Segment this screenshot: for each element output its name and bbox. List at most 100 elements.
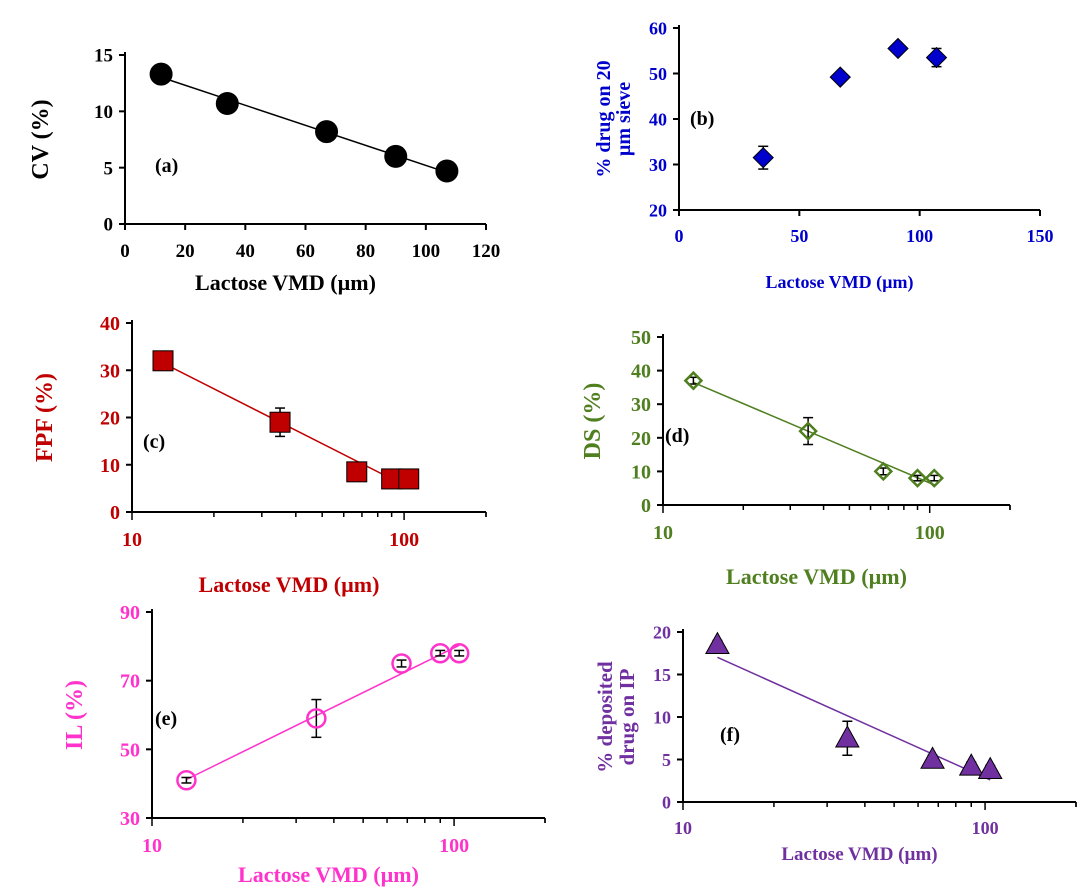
y-axis-label-line: % deposited: [593, 661, 617, 773]
x-tick-label: 60: [296, 241, 315, 262]
data-point: [435, 159, 459, 183]
y-tick-label: 10: [653, 707, 671, 727]
y-tick-label: 15: [653, 665, 671, 685]
data-point: [683, 370, 704, 391]
data-point: [907, 468, 928, 488]
y-tick-label: 20: [100, 408, 120, 430]
y-axis-label: CV (%): [28, 99, 54, 179]
y-tick-label: 60: [649, 18, 667, 38]
x-tick-label: 10: [674, 818, 692, 838]
y-tick-label: 10: [94, 102, 113, 123]
panel-label: (a): [155, 155, 178, 177]
x-tick-label: 100: [389, 529, 419, 551]
x-tick-label: 0: [120, 241, 130, 262]
x-tick-label: 80: [356, 241, 375, 262]
y-axis-label: DS (%): [580, 383, 606, 460]
y-tick-label: 0: [641, 495, 651, 517]
data-point: [346, 461, 368, 483]
data-point: [887, 37, 909, 60]
y-tick-label: 10: [631, 461, 651, 483]
data-point: [798, 421, 818, 441]
y-tick-label: 5: [104, 158, 114, 179]
y-axis-label-line: µm sieve: [613, 82, 635, 156]
x-tick-label: 120: [472, 241, 501, 262]
y-tick-label: 40: [649, 109, 667, 129]
data-point: [920, 746, 945, 769]
data-point: [429, 642, 451, 664]
data-point: [977, 756, 1003, 779]
data-point: [176, 769, 197, 791]
data-point: [398, 468, 420, 490]
y-tick-label: 30: [649, 155, 667, 175]
x-tick-label: 150: [1027, 226, 1054, 246]
y-tick-label: 50: [120, 739, 140, 761]
y-axis-label-line: drug on IP: [615, 668, 639, 765]
x-axis-label: Lactose VMD (µm): [238, 862, 419, 887]
data-point: [705, 631, 730, 655]
data-point: [306, 708, 327, 729]
data-point: [269, 411, 291, 433]
chart-panel-b: 20 30 40 50 60 0 50 100 150 (b) Lactose VMD (µm) % …: [593, 18, 1054, 293]
chart-panel-a: 0 5 10 15 0 20 40 60 80 100 120 (a) Lactose VMD (µm)…: [28, 46, 500, 295]
x-tick-label: 10: [653, 522, 673, 544]
y-tick-label: 0: [662, 792, 671, 812]
chart-panel-e: 30 50 70 90 10 100 (e) Lactose VMD (µm) IL (%): [62, 602, 546, 887]
y-tick-label: 0: [104, 215, 114, 236]
y-tick-label: 10: [100, 455, 120, 477]
x-tick-label: 40: [236, 241, 255, 262]
data-point: [384, 144, 408, 168]
data-point: [215, 91, 239, 115]
x-tick-label: 100: [972, 818, 999, 838]
x-tick-label: 10: [142, 835, 162, 857]
x-tick-label: 20: [176, 241, 195, 262]
y-tick-label: 5: [662, 750, 671, 770]
y-tick-label: 20: [649, 200, 667, 220]
data-point: [873, 461, 894, 482]
panel-label: (c): [143, 431, 165, 453]
data-point: [924, 468, 945, 488]
y-tick-label: 30: [631, 394, 651, 416]
x-tick-label: 100: [915, 522, 945, 544]
data-point: [152, 350, 174, 372]
y-tick-label: 70: [120, 671, 140, 693]
panel-label: (f): [720, 724, 740, 746]
data-point: [391, 653, 412, 674]
y-tick-label: 20: [631, 428, 651, 450]
y-tick-label: 20: [653, 622, 671, 642]
x-tick-label: 100: [906, 226, 933, 246]
data-point: [448, 642, 470, 664]
x-tick-label: 10: [122, 529, 142, 551]
x-axis-label: Lactose VMD (µm): [766, 272, 914, 293]
x-tick-label: 100: [412, 241, 441, 262]
panel-label: (d): [665, 425, 689, 447]
data-point: [829, 66, 851, 88]
data-point: [925, 46, 948, 69]
data-point: [315, 120, 339, 144]
y-tick-label: 40: [631, 361, 651, 383]
x-axis-label: Lactose VMD (µm): [726, 564, 907, 589]
trend-line: [717, 656, 991, 781]
y-tick-label: 15: [94, 46, 113, 67]
x-tick-label: 100: [439, 835, 469, 857]
panel-label: (b): [690, 108, 714, 130]
y-tick-label: 0: [110, 502, 120, 524]
y-tick-label: 40: [100, 313, 120, 335]
data-point: [834, 725, 860, 748]
y-axis-label-line: % drug on 20: [593, 60, 615, 177]
x-tick-label: 0: [675, 226, 684, 246]
x-axis-label: Lactose VMD (µm): [199, 572, 380, 597]
x-tick-label: 50: [790, 226, 808, 246]
chart-panel-f: 0 5 10 15 20 10 100 (f) Lactose VMD (µm) % deposi…: [593, 622, 1077, 865]
y-tick-label: 50: [649, 64, 667, 84]
x-axis-label: Lactose VMD (µm): [195, 270, 376, 295]
y-tick-label: 30: [120, 808, 140, 830]
y-axis-label: IL (%): [62, 680, 88, 750]
panel-label: (e): [155, 708, 177, 730]
y-tick-label: 90: [120, 602, 140, 624]
data-point: [958, 753, 984, 776]
y-axis-label: FPF (%): [32, 373, 58, 462]
data-point: [752, 146, 774, 169]
